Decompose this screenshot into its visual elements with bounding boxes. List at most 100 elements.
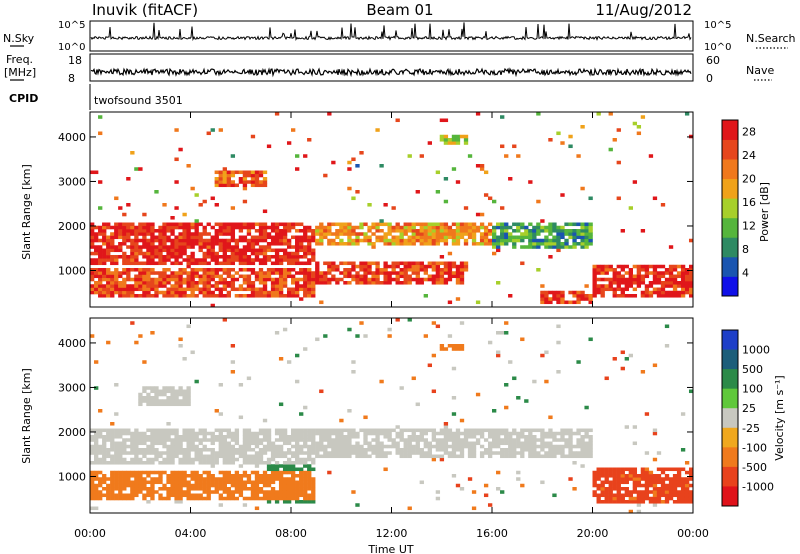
heatmap-cell xyxy=(552,435,557,439)
heatmap-cell xyxy=(620,274,625,279)
heatmap-cell xyxy=(154,229,159,233)
heatmap-cell xyxy=(242,487,248,491)
heatmap-cell xyxy=(270,248,276,253)
cpid-value: twofsound 3501 xyxy=(94,94,183,107)
heatmap-cell xyxy=(230,173,236,178)
heatmap-cell xyxy=(544,229,549,233)
heatmap-cell xyxy=(242,199,248,204)
heatmap-cell xyxy=(367,225,372,230)
heatmap-cell xyxy=(218,268,223,272)
heatmap-cell xyxy=(230,277,236,282)
heatmap-cell xyxy=(672,294,678,298)
heatmap-cell xyxy=(319,281,324,285)
heatmap-cell xyxy=(118,477,123,481)
heatmap-cell xyxy=(455,222,461,227)
heatmap-cell xyxy=(644,487,650,491)
heatmap-cell xyxy=(126,277,131,282)
heatmap-cell xyxy=(282,235,288,240)
heatmap-cell xyxy=(178,402,183,407)
heatmap-cell xyxy=(222,428,227,433)
heatmap-cell xyxy=(395,274,400,279)
heatmap-cell xyxy=(158,487,163,491)
heatmap-cell xyxy=(383,274,388,279)
heatmap-cell xyxy=(238,255,244,259)
heatmap-cell xyxy=(246,225,252,230)
heatmap-cell xyxy=(688,264,694,269)
heatmap-cell xyxy=(258,268,264,272)
heatmap-cell xyxy=(286,470,292,475)
nsky-line xyxy=(90,22,692,42)
heatmap-cell xyxy=(182,461,187,465)
heatmap-cell xyxy=(246,242,252,246)
heatmap-cell xyxy=(230,435,236,439)
heatmap-cell xyxy=(134,340,139,345)
heatmap-cell xyxy=(584,245,589,249)
heatmap-cell xyxy=(407,454,412,459)
heatmap-cell xyxy=(427,235,432,240)
heatmap-cell xyxy=(174,470,179,475)
heatmap-cell xyxy=(680,290,686,295)
heatmap-cell xyxy=(648,294,654,298)
heatmap-cell xyxy=(335,264,340,269)
heatmap-cell xyxy=(552,438,557,442)
heatmap-cell xyxy=(250,431,256,436)
heatmap-cell xyxy=(395,261,400,266)
power-colorbar-segment xyxy=(722,276,738,297)
heatmap-cell xyxy=(672,474,678,478)
heatmap-cell xyxy=(270,229,276,233)
heatmap-cell xyxy=(335,438,340,442)
heatmap-cell xyxy=(118,245,123,249)
heatmap-cell xyxy=(311,271,316,275)
heatmap-cell xyxy=(154,435,159,439)
heatmap-cell xyxy=(632,480,638,485)
heatmap-cell xyxy=(110,474,115,478)
heatmap-cell xyxy=(122,255,127,259)
heatmap-cell xyxy=(222,477,227,481)
heatmap-cell xyxy=(238,170,244,175)
heatmap-cell xyxy=(246,255,252,259)
heatmap-cell xyxy=(307,467,312,472)
power-colorbar-tick: 4 xyxy=(742,267,749,280)
heatmap-cell xyxy=(134,483,139,488)
heatmap-cell xyxy=(186,451,191,455)
heatmap-cell xyxy=(150,255,155,259)
heatmap-cell xyxy=(295,284,300,288)
heatmap-cell xyxy=(262,477,268,481)
heatmap-cell xyxy=(170,428,175,433)
heatmap-cell xyxy=(680,490,686,494)
heatmap-cell xyxy=(447,225,453,230)
heatmap-cell xyxy=(282,294,288,298)
heatmap-cell xyxy=(90,444,95,449)
heatmap-cell xyxy=(624,490,629,494)
heatmap-cell xyxy=(254,496,260,501)
heatmap-cell xyxy=(564,242,569,246)
heatmap-cell xyxy=(652,490,658,494)
heatmap-cell xyxy=(218,496,223,501)
heatmap-cell xyxy=(572,300,577,305)
heatmap-cell xyxy=(238,490,244,494)
heatmap-cell xyxy=(242,281,248,285)
heatmap-cell xyxy=(588,294,593,298)
heatmap-cell xyxy=(138,271,143,275)
heatmap-cell xyxy=(672,284,678,288)
heatmap-cell xyxy=(254,454,260,459)
heatmap-cell xyxy=(451,229,457,233)
heatmap-cell xyxy=(455,435,461,439)
heatmap-cell xyxy=(94,281,99,285)
heatmap-cell xyxy=(250,261,256,266)
heatmap-cell xyxy=(278,274,284,279)
heatmap-cell xyxy=(311,435,316,439)
heatmap-cell xyxy=(303,457,308,462)
heatmap-cell xyxy=(150,396,155,400)
heatmap-cell xyxy=(166,290,171,295)
heatmap-cell xyxy=(170,232,175,236)
heatmap-cell xyxy=(198,258,203,262)
heatmap-cell xyxy=(311,290,316,295)
heatmap-cell xyxy=(142,441,147,446)
heatmap-cell xyxy=(194,225,199,230)
heatmap-cell xyxy=(190,496,195,501)
heatmap-cell xyxy=(656,451,662,455)
heatmap-cell xyxy=(411,232,416,236)
heatmap-cell xyxy=(572,487,577,491)
